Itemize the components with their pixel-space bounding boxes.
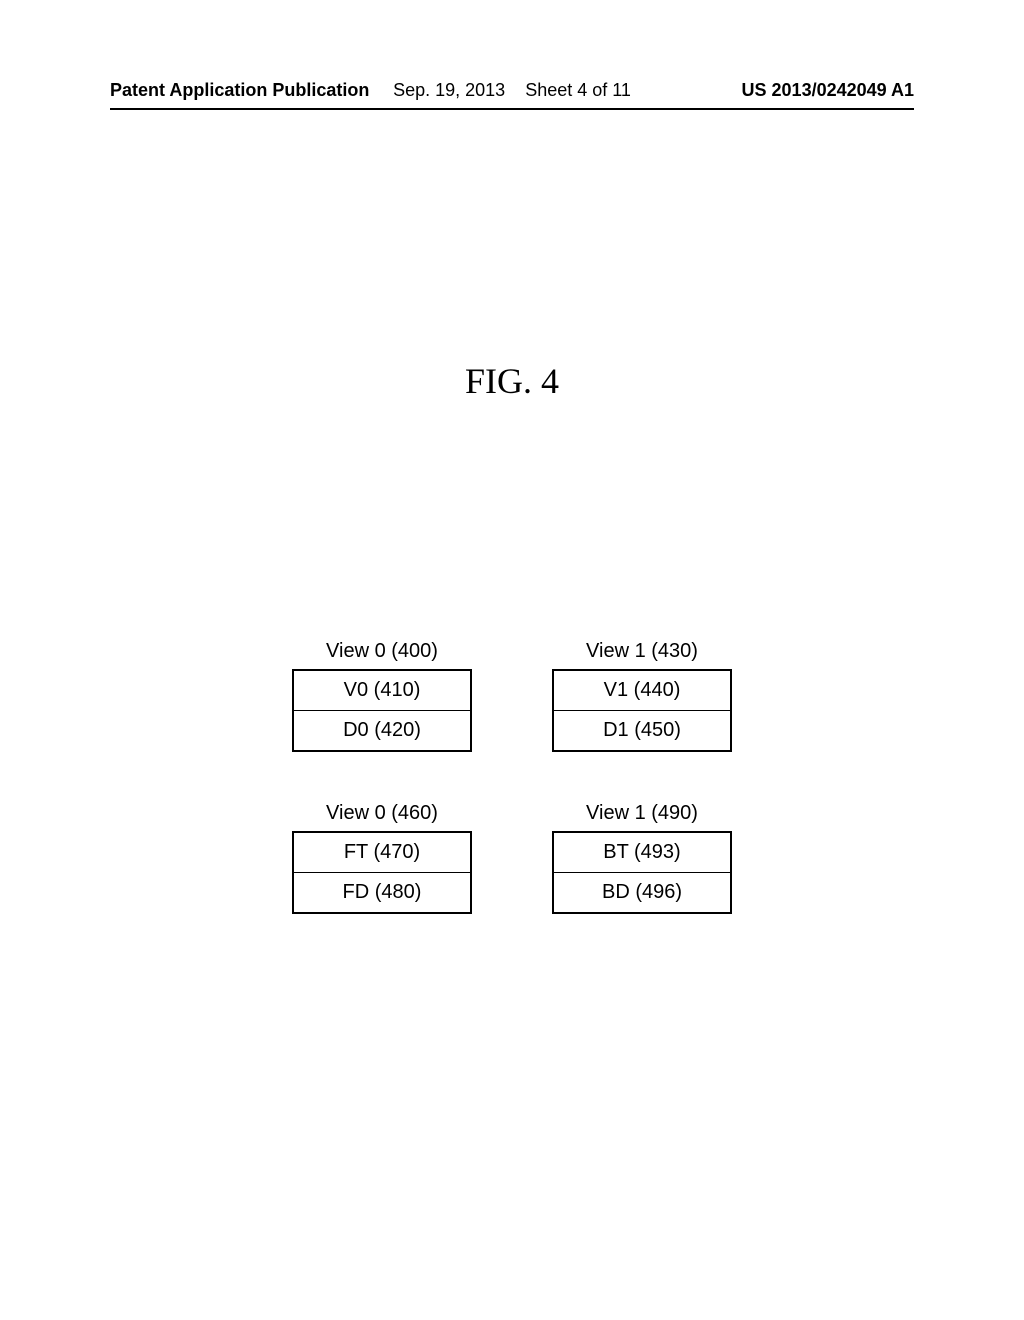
view-block-1-top: View 1 (430) V1 (440) D1 (450) xyxy=(552,640,732,752)
figure-title: FIG. 4 xyxy=(465,360,559,402)
figure-diagram: View 0 (400) V0 (410) D0 (420) View 1 (4… xyxy=(292,640,732,964)
page-header: Patent Application Publication Sep. 19, … xyxy=(0,80,1024,101)
view-block-0-bottom: View 0 (460) FT (470) FD (480) xyxy=(292,802,472,914)
cell: V1 (440) xyxy=(552,669,732,711)
view-label: View 1 (430) xyxy=(552,640,732,663)
header-sheet: Sheet 4 of 11 xyxy=(525,80,631,100)
view-label: View 0 (400) xyxy=(292,640,472,663)
cell: BD (496) xyxy=(552,873,732,914)
cell: FD (480) xyxy=(292,873,472,914)
header-rule xyxy=(110,108,914,110)
header-publication: Patent Application Publication xyxy=(110,80,369,101)
cell: V0 (410) xyxy=(292,669,472,711)
view-label: View 0 (460) xyxy=(292,802,472,825)
header-center: Sep. 19, 2013 Sheet 4 of 11 xyxy=(393,80,631,101)
cell: BT (493) xyxy=(552,831,732,873)
view-block-0-top: View 0 (400) V0 (410) D0 (420) xyxy=(292,640,472,752)
header-pubnum: US 2013/0242049 A1 xyxy=(742,80,914,101)
block-row-top: View 0 (400) V0 (410) D0 (420) View 1 (4… xyxy=(292,640,732,752)
view-label: View 1 (490) xyxy=(552,802,732,825)
block-row-bottom: View 0 (460) FT (470) FD (480) View 1 (4… xyxy=(292,802,732,914)
cell: D1 (450) xyxy=(552,711,732,752)
header-date: Sep. 19, 2013 xyxy=(393,80,505,100)
view-block-1-bottom: View 1 (490) BT (493) BD (496) xyxy=(552,802,732,914)
cell: FT (470) xyxy=(292,831,472,873)
cell: D0 (420) xyxy=(292,711,472,752)
